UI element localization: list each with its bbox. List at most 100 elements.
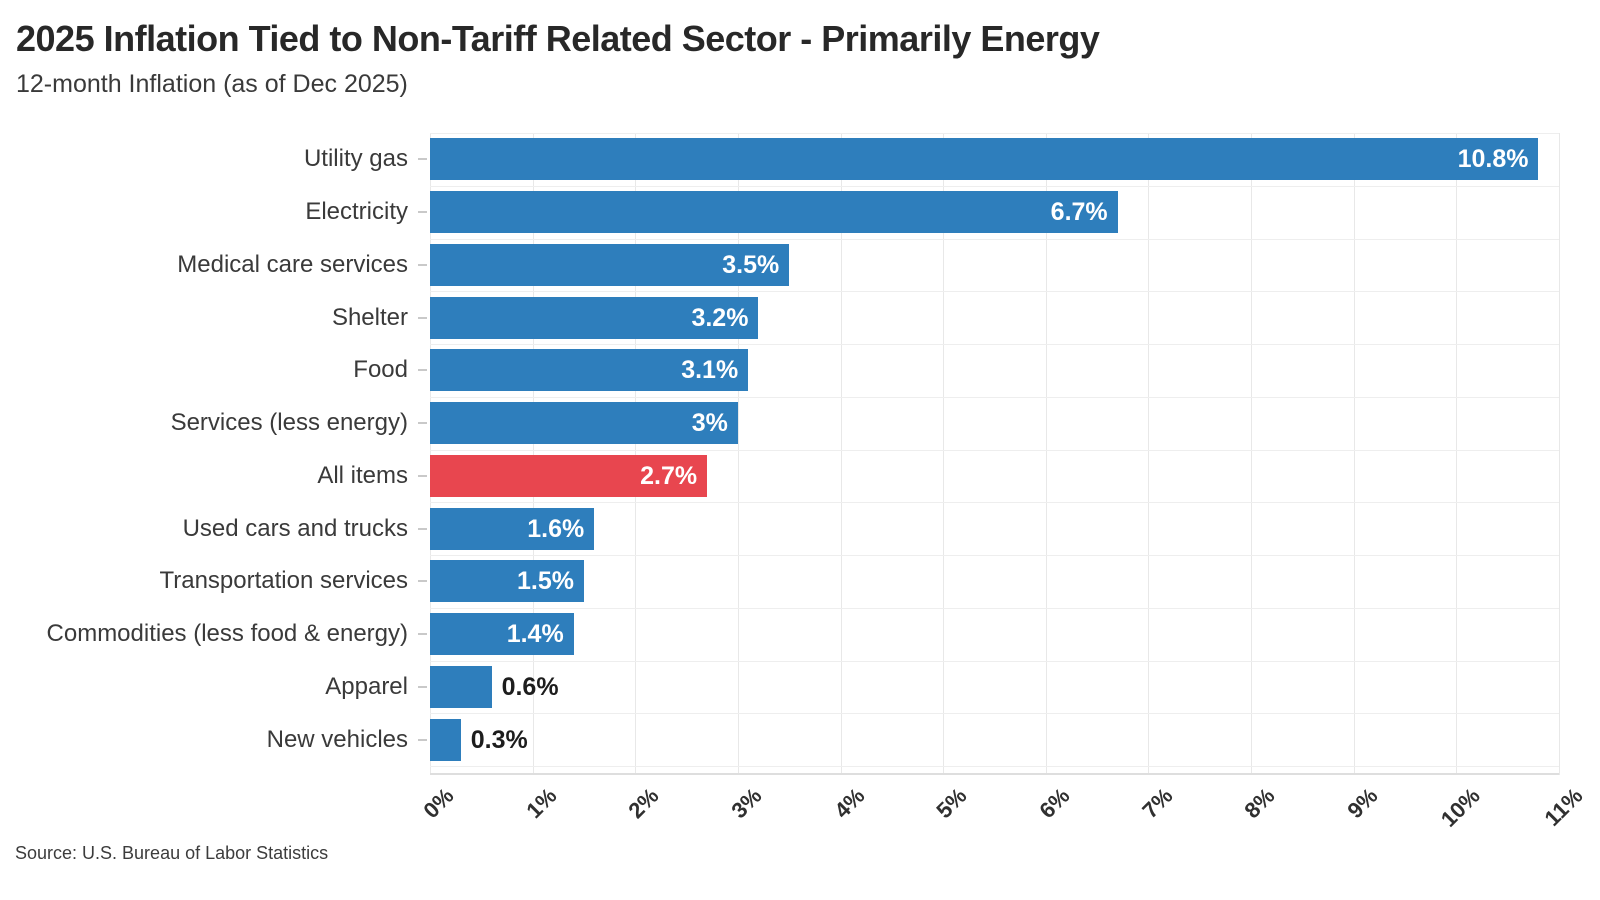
gridline-vertical (1251, 133, 1253, 775)
category-tick-mark (418, 738, 427, 741)
bar-row: 0.6% (430, 661, 1559, 714)
category-label: Medical care services (177, 250, 408, 278)
category-label: Commodities (less food & energy) (46, 620, 408, 648)
bar-commodities-less-food-energy (430, 613, 574, 656)
x-tick-text: 5% (931, 783, 972, 824)
gridline-horizontal (430, 766, 1559, 767)
category-label: All items (317, 461, 408, 489)
bar-apparel (430, 665, 492, 708)
bar-row: 10.8% (430, 133, 1559, 186)
category-label: Transportation services (159, 567, 408, 595)
bar-services-less-energy (430, 402, 738, 445)
gridline-vertical (1559, 133, 1560, 775)
bar-value-label: 3% (691, 409, 728, 438)
bar-row: 3% (430, 397, 1559, 450)
gridline-vertical (943, 133, 945, 775)
bar-value-label: 1.6% (527, 514, 585, 543)
bar-row: 3.2% (430, 291, 1559, 344)
bar-value-label: 1.5% (516, 567, 574, 596)
bar-shelter (430, 296, 759, 339)
bar-value-label: 3.1% (681, 356, 739, 385)
bar-food (430, 349, 749, 392)
gridline-vertical (1353, 133, 1355, 775)
bar-value-label: 2.7% (640, 461, 698, 490)
gridline-horizontal (430, 449, 1559, 451)
gridline-horizontal (430, 660, 1559, 662)
x-axis-line (430, 773, 1559, 775)
bar-value-label: 6.7% (1050, 198, 1108, 227)
x-tick-text: 4% (829, 783, 870, 824)
bar-row: 2.7% (430, 450, 1559, 503)
bar-value-label: 3.2% (691, 303, 749, 332)
gridline-horizontal (430, 713, 1559, 715)
category-label: Used cars and trucks (182, 514, 408, 542)
plot-area: 10.8% 6.7% 3.5% 3.2% 3.1% 3% 2.7% 1.6% 1.5% 1.4% 0… (430, 133, 1560, 775)
x-tick-text: 11% (1539, 783, 1588, 831)
gridline-vertical (1148, 133, 1150, 775)
chart-title: 2025 Inflation Tied to Non-Tariff Relate… (16, 18, 1100, 59)
category-tick-mark (418, 263, 427, 266)
gridline-vertical (532, 133, 534, 775)
x-tick-text: 10% (1436, 783, 1486, 832)
gridline-vertical (635, 133, 637, 775)
gridline-horizontal (430, 502, 1559, 504)
gridline-vertical (1456, 133, 1458, 775)
bar-utility-gas (430, 138, 1539, 181)
category-tick-mark (418, 474, 427, 477)
x-tick-text: 6% (1034, 783, 1075, 824)
gridline-vertical (1045, 133, 1047, 775)
bar-value-label: 10.8% (1457, 145, 1529, 174)
x-tick-text: 1% (521, 783, 562, 824)
gridline-vertical (840, 133, 842, 775)
category-tick-mark (418, 527, 427, 530)
bar-value-label: 0.3% (470, 725, 528, 754)
category-label: Apparel (325, 672, 408, 700)
bar-used-cars-and-trucks (430, 507, 595, 550)
category-label: Shelter (331, 303, 408, 331)
gridline-horizontal (430, 185, 1559, 187)
gridline-horizontal (430, 555, 1559, 556)
bar-all-items (430, 454, 708, 497)
bar-row: 1.6% (430, 502, 1559, 555)
source-note: Source: U.S. Bureau of Labor Statistics (15, 843, 329, 863)
bar-electricity (430, 191, 1118, 234)
x-tick-text: 7% (1136, 783, 1178, 824)
category-tick-mark (418, 211, 427, 214)
bar-new-vehicles (430, 718, 461, 761)
category-label: New vehicles (266, 725, 408, 753)
category-tick-mark (418, 316, 427, 319)
gridline-vertical (737, 133, 739, 775)
category-tick-mark (418, 685, 427, 688)
x-tick-text: 0% (418, 783, 459, 824)
gridline-horizontal (430, 396, 1559, 398)
bar-transportation-services (430, 560, 584, 603)
bar-medical-care-services (430, 243, 790, 286)
gridline-horizontal (430, 238, 1559, 240)
x-tick-text: 2% (623, 783, 664, 824)
bar-row: 3.5% (430, 239, 1559, 292)
bar-value-label: 3.5% (722, 250, 780, 279)
gridline-vertical (430, 133, 431, 775)
gridline-horizontal (430, 291, 1559, 293)
chart-subtitle: 12-month Inflation (as of Dec 2025) (16, 70, 408, 98)
category-tick-mark (418, 158, 427, 161)
bar-row: 3.1% (430, 344, 1559, 397)
bar-row: 1.4% (430, 608, 1559, 661)
bar-value-label: 1.4% (506, 620, 564, 649)
bar-row: 1.5% (430, 555, 1559, 608)
bar-value-label: 0.6% (501, 672, 559, 701)
gridline-horizontal (430, 607, 1559, 609)
gridline-horizontal (430, 133, 1559, 134)
bar-row: 0.3% (430, 713, 1559, 766)
category-tick-mark (418, 369, 427, 372)
bar-row: 6.7% (430, 186, 1559, 239)
category-label: Food (353, 356, 408, 384)
x-tick-text: 3% (726, 783, 767, 824)
category-tick-mark (418, 633, 427, 636)
category-label: Utility gas (303, 145, 408, 173)
gridline-horizontal (430, 344, 1559, 345)
x-tick-text: 9% (1342, 783, 1383, 824)
x-tick-text: 8% (1239, 783, 1280, 824)
category-label: Services (less energy) (170, 409, 408, 437)
